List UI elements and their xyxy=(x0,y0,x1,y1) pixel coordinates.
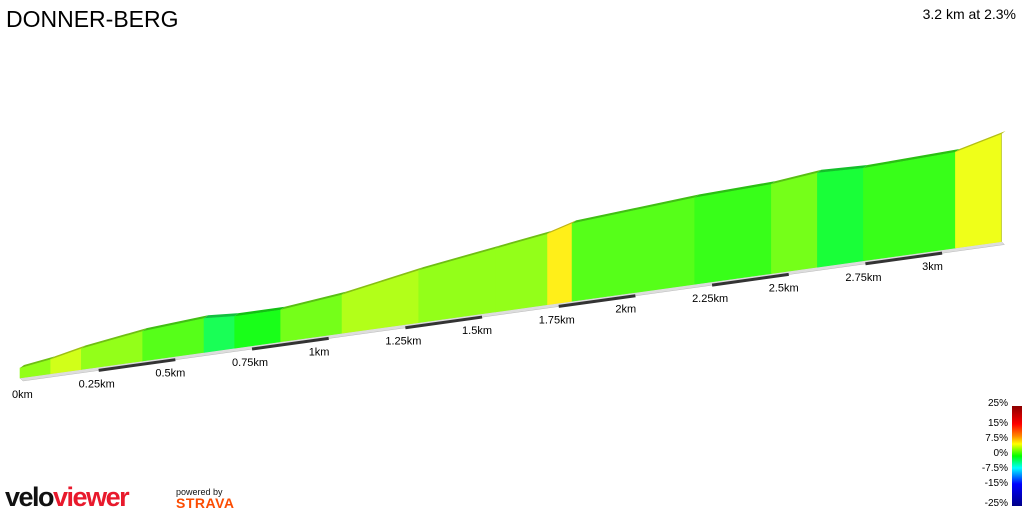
legend-label: 0% xyxy=(993,448,1008,459)
profile-segment xyxy=(771,172,818,274)
gradient-color-bar xyxy=(1012,406,1022,506)
profile-segment-top xyxy=(81,328,147,349)
strava-wordmark: STRAVA xyxy=(176,495,235,511)
profile-segment-top xyxy=(694,181,776,198)
veloviewer-logo[interactable]: veloviewer xyxy=(5,482,130,513)
profile-segment xyxy=(694,183,772,285)
profile-segment xyxy=(955,133,1002,249)
legend-label: -25% xyxy=(984,498,1008,509)
x-tick-label: 3km xyxy=(922,261,943,273)
logo-part: viewer xyxy=(53,482,130,512)
profile-segment xyxy=(50,348,82,375)
profile-segment-top xyxy=(572,194,699,224)
profile-segment-top xyxy=(547,220,577,234)
profile-segment xyxy=(203,315,235,353)
legend-label: -7.5% xyxy=(981,463,1008,474)
profile-segment-top xyxy=(817,165,868,173)
powered-by-text: powered by xyxy=(176,487,223,497)
profile-segment xyxy=(418,248,496,323)
profile-segment xyxy=(571,197,696,302)
profile-segment-top xyxy=(771,169,822,185)
distance-bar xyxy=(711,272,789,287)
profile-segment-top xyxy=(50,345,86,360)
profile-segment-top xyxy=(280,291,347,310)
profile-segment-top xyxy=(418,245,500,271)
legend-label: 7.5% xyxy=(985,433,1008,444)
strava-logo[interactable]: powered by STRAVA xyxy=(176,487,234,511)
x-tick-label: 2km xyxy=(615,304,636,316)
profile-segment-top xyxy=(495,230,552,249)
profile-segment-top xyxy=(142,315,209,332)
gradient-legend: 25% 15% 7.5% 0% -7.5% -15% -25% xyxy=(970,398,1024,510)
x-tick-label: 2.5km xyxy=(769,282,799,294)
legend-label: 15% xyxy=(987,418,1008,429)
distance-bar xyxy=(558,294,636,308)
profile-segment-top xyxy=(955,131,1006,152)
x-tick-label: 0.25km xyxy=(79,378,115,390)
x-tick-label: 1.5km xyxy=(462,325,492,337)
x-tick-label: 0.5km xyxy=(155,368,185,380)
profile-segment-top xyxy=(20,356,55,368)
legend-label: -15% xyxy=(984,478,1008,489)
distance-bar xyxy=(865,251,943,266)
legend-label: 25% xyxy=(987,398,1008,409)
x-tick-label: 0.75km xyxy=(232,357,268,369)
profile-segment xyxy=(341,269,420,334)
profile-segment-top xyxy=(204,313,239,319)
profile-segment-top xyxy=(863,148,960,169)
x-tick-label: 1km xyxy=(309,346,330,358)
profile-segment-top xyxy=(342,267,423,295)
profile-segment-top xyxy=(234,306,285,317)
profile-segment xyxy=(817,167,864,268)
profile-segment xyxy=(547,222,573,306)
distance-bar xyxy=(98,358,176,372)
logo-part: velo xyxy=(5,482,55,512)
x-tick-label: 1.75km xyxy=(539,314,575,326)
climb-summary: 3.2 km at 2.3% xyxy=(922,6,1016,22)
x-tick-label: 2.75km xyxy=(845,272,881,284)
x-tick-label: 1.25km xyxy=(385,336,421,348)
page-title: DONNER-BERG xyxy=(6,6,179,32)
distance-bar xyxy=(251,336,329,351)
profile-segment xyxy=(234,309,281,349)
distance-bar xyxy=(405,315,483,330)
x-tick-label: 0km xyxy=(12,389,33,401)
profile-segment xyxy=(863,151,956,262)
x-tick-label: 2.25km xyxy=(692,293,728,305)
